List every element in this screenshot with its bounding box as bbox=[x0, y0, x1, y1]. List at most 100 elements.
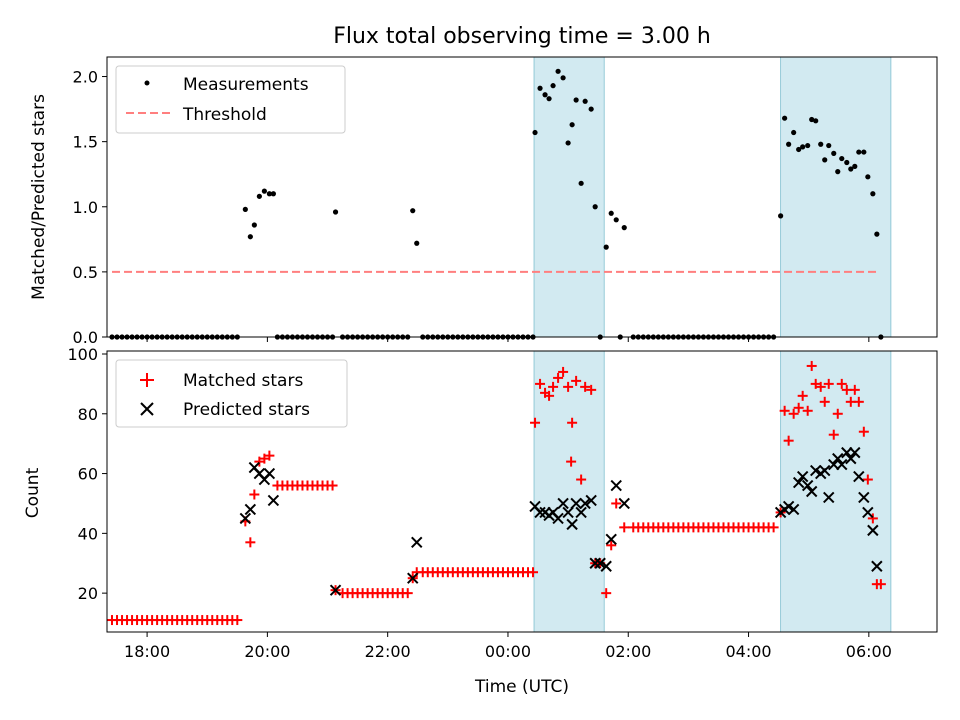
measurement-point bbox=[256, 193, 262, 199]
predicted-point bbox=[589, 557, 601, 569]
matched-point bbox=[806, 360, 817, 371]
measurement-point bbox=[573, 97, 579, 103]
cross-b bbox=[858, 491, 870, 504]
matched-point bbox=[875, 579, 886, 590]
predicted-point bbox=[862, 506, 874, 519]
predicted-point bbox=[566, 518, 578, 531]
predicted-point bbox=[796, 470, 809, 483]
measurement-point bbox=[861, 149, 867, 155]
matched-point bbox=[849, 384, 860, 395]
matched-point bbox=[553, 372, 564, 383]
bottom-y-axis-label: Count bbox=[23, 467, 43, 518]
cross-b bbox=[792, 476, 805, 489]
cross-b bbox=[823, 491, 835, 504]
measurement-point bbox=[555, 68, 561, 74]
shaded-interval-1 bbox=[780, 56, 892, 338]
matched-point bbox=[858, 426, 869, 437]
matched-point bbox=[606, 540, 617, 551]
matched-point bbox=[867, 513, 878, 524]
matched-point bbox=[580, 381, 591, 392]
matched-point bbox=[528, 567, 539, 578]
cross-b bbox=[618, 497, 630, 510]
predicted-point bbox=[562, 506, 574, 519]
measurement-point bbox=[844, 159, 850, 166]
cross-b bbox=[253, 467, 266, 480]
measurement-point bbox=[809, 116, 815, 123]
x-tick-label: 18:00 bbox=[124, 642, 170, 661]
measurement-point bbox=[582, 98, 588, 104]
matched-point bbox=[232, 615, 243, 626]
measurement-point bbox=[569, 122, 575, 128]
bottom-y-axis: 20 40 60 80 100 bbox=[67, 345, 107, 603]
bottom-legend-box bbox=[115, 359, 348, 428]
predicted-point bbox=[557, 497, 569, 510]
matched-point bbox=[402, 588, 413, 599]
measurement-point bbox=[565, 140, 571, 146]
matched-point bbox=[768, 522, 779, 533]
legend-predicted-marker bbox=[140, 402, 154, 416]
matched-point bbox=[802, 405, 813, 416]
measurement-point bbox=[550, 83, 556, 89]
matched-point bbox=[823, 378, 834, 389]
measurement-point bbox=[865, 174, 871, 180]
measurement-point bbox=[532, 129, 538, 136]
cross-b bbox=[782, 500, 795, 513]
matched-point bbox=[832, 408, 843, 419]
matched-point bbox=[601, 588, 612, 599]
measurement-point bbox=[603, 244, 609, 250]
measurement-point bbox=[608, 210, 614, 216]
matched-point bbox=[259, 453, 270, 464]
measurement-point bbox=[791, 129, 797, 136]
legend-measurements-label: Measurements bbox=[183, 75, 309, 95]
matched-point bbox=[810, 378, 821, 389]
measurement-point bbox=[261, 188, 267, 194]
measurement-point bbox=[818, 141, 824, 147]
matched-point bbox=[779, 405, 790, 416]
cross-b bbox=[329, 584, 342, 596]
predicted-point bbox=[534, 506, 546, 519]
top-legend: Measurements Threshold bbox=[115, 65, 346, 134]
cross-b bbox=[529, 500, 541, 513]
predicted-point bbox=[610, 479, 622, 492]
cross-b bbox=[862, 506, 874, 519]
predicted-point bbox=[570, 497, 582, 510]
chart-title: Flux total observing time = 3.00 h bbox=[333, 24, 711, 49]
cross-b bbox=[267, 494, 280, 507]
cross-b bbox=[263, 467, 276, 480]
legend-predicted-label: Predicted stars bbox=[183, 400, 310, 420]
measurement-point bbox=[560, 75, 566, 81]
predicted-point bbox=[819, 464, 831, 477]
matched-point bbox=[797, 390, 808, 401]
cross-b bbox=[832, 452, 844, 465]
measurement-point bbox=[537, 85, 543, 91]
legend-matched-marker bbox=[140, 373, 154, 387]
bottom-series bbox=[107, 360, 886, 626]
predicted-point bbox=[618, 497, 630, 510]
bottom-shaded-regions bbox=[533, 350, 892, 633]
predicted-point bbox=[845, 452, 857, 465]
cross-b bbox=[849, 446, 861, 459]
matched-point bbox=[571, 375, 582, 386]
cross-b bbox=[600, 560, 612, 572]
measurement-point bbox=[613, 217, 619, 223]
x-tick-label: 00:00 bbox=[485, 642, 531, 661]
predicted-point bbox=[605, 533, 617, 546]
cross-b bbox=[570, 497, 582, 510]
measurement-point bbox=[870, 191, 876, 197]
x-tick-label: 06:00 bbox=[846, 642, 892, 661]
matched-point bbox=[530, 417, 541, 428]
top-axes-frame bbox=[106, 56, 938, 338]
cross-b bbox=[534, 506, 546, 519]
matched-point bbox=[264, 450, 275, 461]
shaded-interval-0 bbox=[533, 56, 605, 338]
measurement-point bbox=[835, 169, 841, 175]
y-tick-label: 1.5 bbox=[73, 133, 98, 152]
cross-b bbox=[610, 479, 622, 492]
predicted-point bbox=[849, 446, 861, 459]
cross-b bbox=[853, 470, 865, 483]
cross-b bbox=[819, 464, 831, 477]
measurement-point bbox=[839, 155, 845, 162]
cross-b bbox=[239, 512, 252, 525]
cross-b bbox=[594, 557, 606, 569]
